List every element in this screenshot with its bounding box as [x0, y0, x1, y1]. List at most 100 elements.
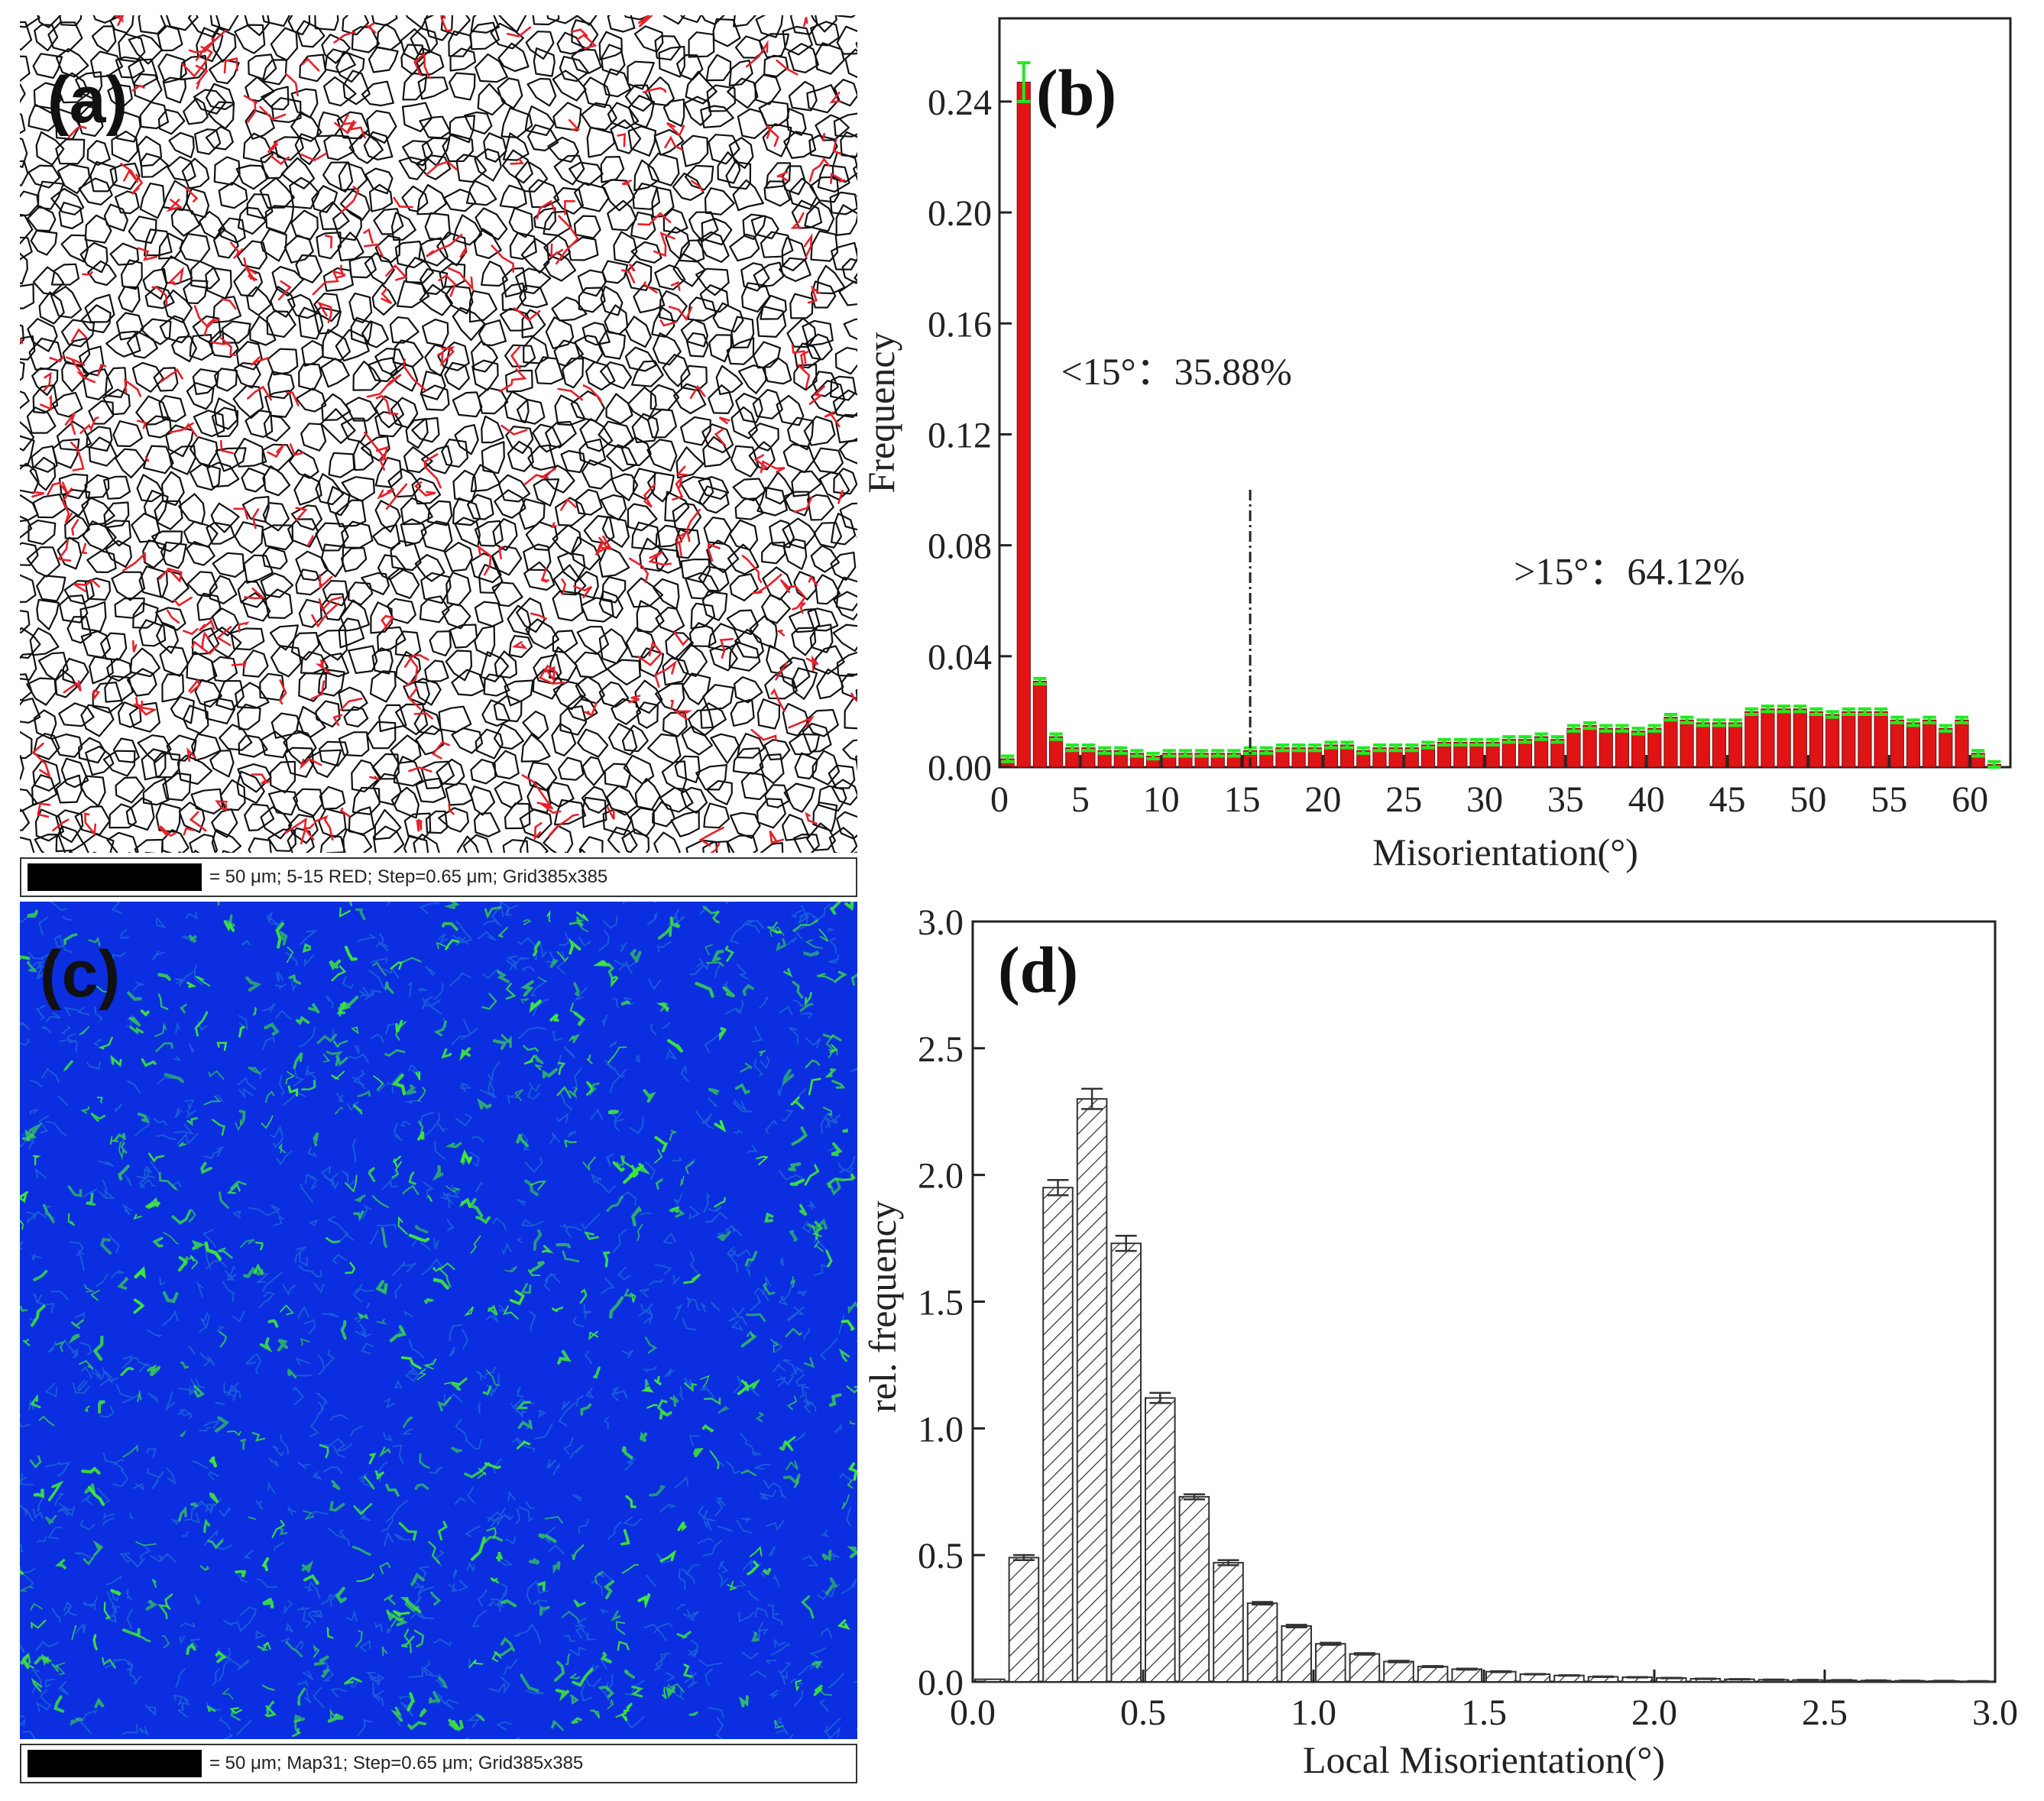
bar — [1050, 737, 1063, 767]
x-tick-label: 40 — [1628, 779, 1665, 820]
bar — [1809, 711, 1822, 767]
x-tick-label: 30 — [1466, 779, 1503, 820]
x-tick-label: 2.5 — [1802, 1692, 1848, 1733]
kam-high-trace — [608, 1111, 617, 1113]
bar — [1874, 711, 1887, 767]
kam-high-trace — [497, 1552, 501, 1560]
bar — [1567, 728, 1580, 767]
bar — [1033, 681, 1046, 767]
x-tick-label: 0.5 — [1120, 1692, 1166, 1733]
bar — [1350, 1654, 1380, 1682]
y-tick-label: 0.20 — [928, 193, 992, 234]
y-tick-label: 0.04 — [928, 637, 992, 678]
bar — [1599, 728, 1612, 767]
kam-high-trace — [623, 1003, 629, 1005]
y-tick-label: 0.00 — [928, 748, 992, 789]
annotation-high-angle: >15°：64.12% — [1514, 549, 1744, 592]
scale-bar-c: = 50 μm; Map31; Step=0.65 μm; Grid385x38… — [20, 1744, 857, 1783]
bar — [1923, 720, 1936, 767]
annotation-low-angle: <15°：35.88% — [1061, 350, 1291, 393]
kam-high-trace — [844, 1131, 847, 1132]
x-tick-label: 25 — [1385, 779, 1422, 820]
scale-bar-caption-c: = 50 μm; Map31; Step=0.65 μm; Grid385x38… — [209, 1753, 583, 1774]
bar — [1281, 1626, 1311, 1682]
bar — [1077, 1099, 1107, 1682]
y-axis-label: rel. frequency — [863, 1200, 904, 1413]
bar — [1452, 1669, 1482, 1682]
bar — [1729, 723, 1742, 767]
y-axis-label: Frequency — [863, 332, 902, 493]
y-tick-label: 1.5 — [918, 1283, 964, 1323]
x-tick-label: 35 — [1547, 779, 1584, 820]
x-tick-label: 10 — [1143, 779, 1180, 820]
x-tick-label: 20 — [1304, 779, 1341, 820]
bar — [1180, 1497, 1210, 1682]
y-tick-label: 3.0 — [918, 902, 964, 943]
bar — [1696, 723, 1709, 767]
x-tick-label: 1.0 — [1291, 1692, 1336, 1733]
grain-boundary-map — [20, 15, 857, 853]
bar — [1761, 709, 1774, 767]
bar — [1664, 717, 1677, 767]
x-axis-label: Local Misorientation(°) — [1303, 1738, 1665, 1781]
kam-map — [20, 902, 857, 1739]
x-tick-label: 1.5 — [1461, 1692, 1507, 1733]
bar — [1712, 723, 1725, 767]
bar — [1486, 1672, 1516, 1682]
bar — [1826, 714, 1839, 767]
panel-c-label: (c) — [40, 941, 120, 1007]
bar — [1583, 726, 1596, 767]
x-tick-label: 45 — [1709, 779, 1746, 820]
chart-d-panel-label: (d) — [998, 933, 1078, 1006]
bar — [1017, 82, 1030, 767]
panel-a: (a) = 50 μm; 5-15 RED; Step=0.65 μm; Gri… — [0, 0, 863, 902]
bar — [1858, 711, 1871, 767]
bar — [1009, 1557, 1039, 1682]
y-tick-label: 2.0 — [918, 1156, 964, 1197]
bar — [1745, 711, 1758, 767]
panel-a-label: (a) — [47, 67, 128, 133]
bar — [1793, 709, 1806, 767]
x-tick-label: 0 — [990, 779, 1009, 820]
bar — [1842, 711, 1855, 767]
kam-high-trace — [190, 936, 196, 941]
bar — [1615, 728, 1628, 767]
bar — [1535, 737, 1548, 767]
bar — [1213, 1563, 1243, 1682]
bar — [1939, 728, 1952, 767]
bar — [1632, 731, 1645, 767]
x-tick-label: 55 — [1871, 779, 1907, 820]
bar — [1316, 1644, 1346, 1682]
x-tick-label: 2.0 — [1631, 1692, 1677, 1733]
x-tick-label: 50 — [1790, 779, 1826, 820]
x-tick-label: 60 — [1952, 779, 1988, 820]
bar — [1248, 1603, 1278, 1682]
panel-c: (c) = 50 μm; Map31; Step=0.65 μm; Grid38… — [0, 902, 863, 1796]
grain-boundary-image — [20, 15, 857, 853]
y-tick-label: 0.12 — [928, 415, 992, 455]
bar — [1955, 720, 1968, 767]
chart-b-panel-label: (b) — [1036, 56, 1116, 129]
x-tick-label: 5 — [1071, 779, 1090, 820]
scale-bar-caption-a: = 50 μm; 5-15 RED; Step=0.65 μm; Grid385… — [209, 866, 607, 888]
bar — [1418, 1667, 1448, 1682]
scale-bar-black — [28, 1750, 202, 1777]
y-tick-label: 0.5 — [918, 1536, 964, 1576]
y-tick-label: 0.16 — [928, 304, 992, 345]
bar — [1111, 1243, 1141, 1682]
bar — [1648, 728, 1661, 767]
kam-high-trace — [598, 962, 606, 965]
y-tick-label: 0.24 — [928, 83, 992, 123]
bar — [1145, 1398, 1175, 1682]
kam-high-trace — [776, 931, 780, 932]
kam-mid-trace — [296, 1375, 312, 1376]
low-angle-segment — [417, 820, 421, 831]
bar — [1384, 1661, 1414, 1682]
scale-bar-a: = 50 μm; 5-15 RED; Step=0.65 μm; Grid385… — [20, 857, 857, 897]
y-tick-label: 0.08 — [928, 526, 992, 567]
x-axis-label: Misorientation(°) — [1372, 831, 1638, 873]
